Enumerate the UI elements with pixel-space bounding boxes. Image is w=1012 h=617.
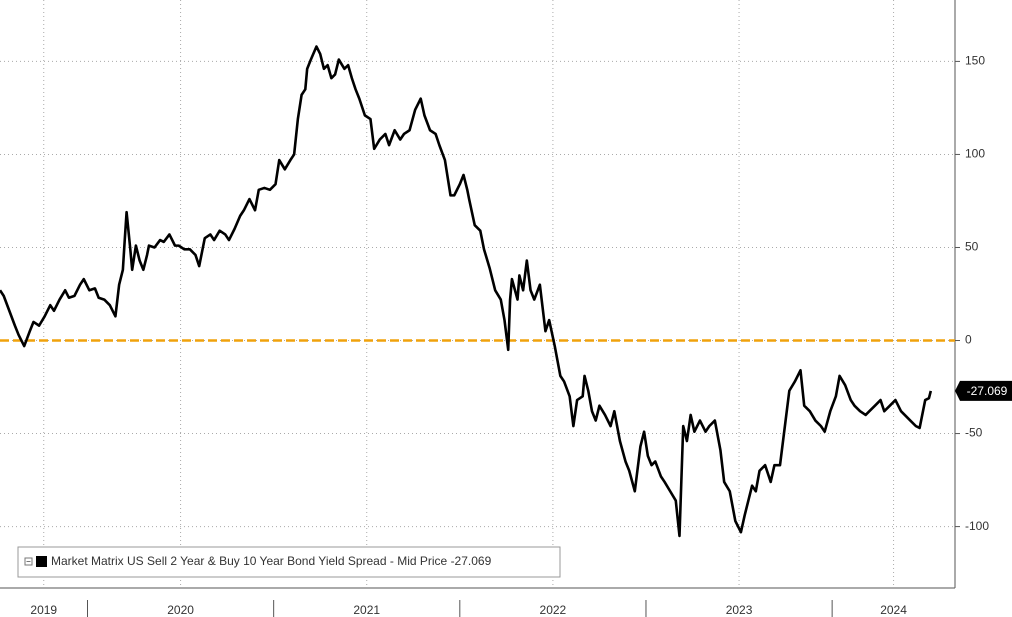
y-tick-label: 50	[965, 240, 979, 254]
last-value-label: -27.069	[967, 384, 1008, 398]
x-tick-label: 2020	[167, 603, 194, 617]
legend-toggle	[24, 557, 33, 566]
y-tick-label: -100	[965, 519, 989, 533]
plot-group	[0, 45, 955, 538]
y-tick-label: 0	[965, 333, 972, 347]
legend-swatch	[36, 556, 47, 567]
series-line	[0, 45, 933, 538]
legend-label: Market Matrix US Sell 2 Year & Buy 10 Ye…	[51, 554, 448, 568]
x-tick-label: 2021	[353, 603, 380, 617]
y-tick-label: -50	[965, 426, 983, 440]
x-tick-label: 2023	[726, 603, 753, 617]
legend-last-value: -27.069	[451, 554, 492, 568]
legend-text: Market Matrix US Sell 2 Year & Buy 10 Ye…	[51, 554, 492, 568]
y-tick-label: 100	[965, 147, 985, 161]
x-tick-label: 2019	[30, 603, 57, 617]
y-tick-label: 150	[965, 54, 985, 68]
x-tick-label: 2022	[540, 603, 567, 617]
legend-box	[17, 546, 561, 578]
legend: Market Matrix US Sell 2 Year & Buy 10 Ye…	[17, 546, 561, 578]
last-value-tag	[955, 380, 1012, 401]
x-tick-label: 2024	[880, 603, 907, 617]
